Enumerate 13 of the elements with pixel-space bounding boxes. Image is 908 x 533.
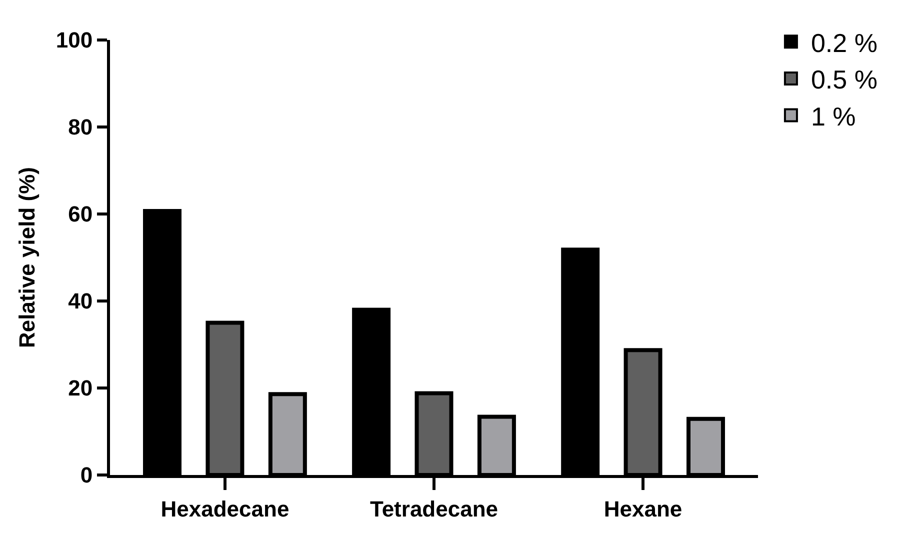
legend-label: 0.2 % bbox=[810, 28, 878, 58]
y-tick-label: 20 bbox=[68, 376, 93, 401]
y-tick-label: 100 bbox=[56, 28, 93, 53]
legend-label: 0.5 % bbox=[810, 64, 878, 95]
y-axis-title: Relative yield (%) bbox=[14, 167, 40, 348]
x-tick-label: Tetradecane bbox=[370, 496, 498, 522]
y-tick-label: 60 bbox=[68, 202, 93, 227]
x-tick-label: Hexadecane bbox=[160, 496, 290, 522]
y-tick-label: 80 bbox=[68, 114, 93, 140]
legend-label: 1 % bbox=[810, 101, 856, 132]
y-tick-label: 0 bbox=[80, 462, 93, 488]
x-tick-label: Hexane bbox=[604, 496, 682, 522]
y-tick-label: 40 bbox=[68, 288, 93, 314]
